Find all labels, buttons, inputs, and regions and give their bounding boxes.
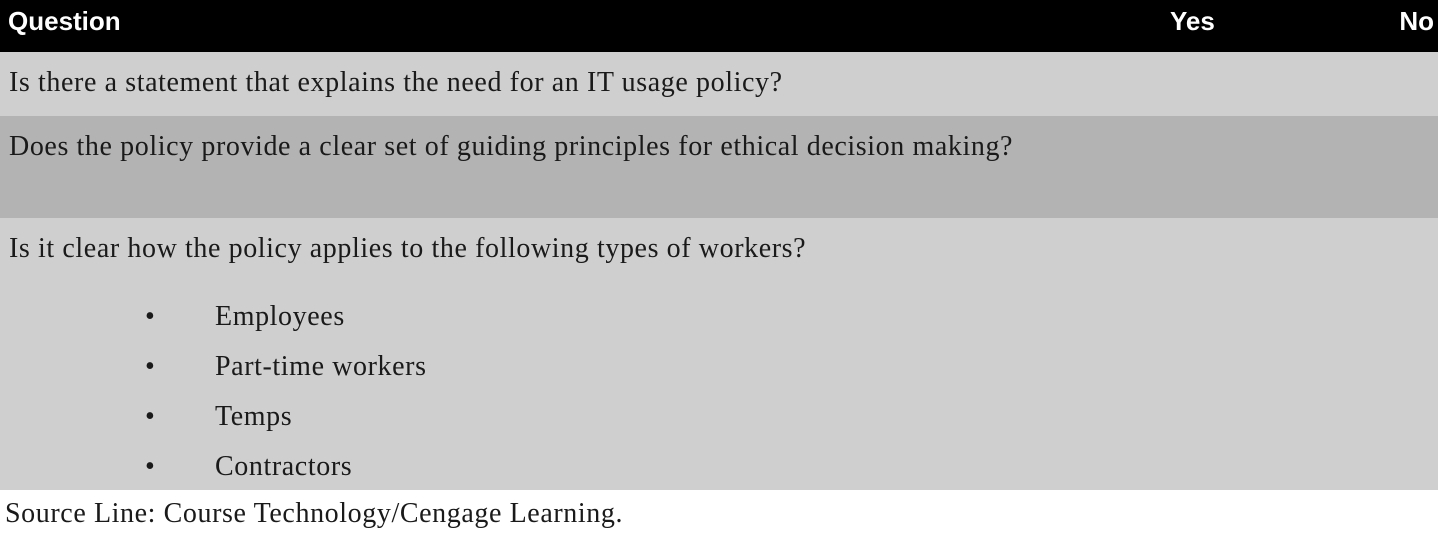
question-text: Is it clear how the policy applies to th… <box>9 233 807 264</box>
question-text: Is there a statement that explains the n… <box>9 67 783 98</box>
list-item-label: Part-time workers <box>215 351 427 382</box>
list-item-label: Employees <box>215 301 345 332</box>
list-item-label: Contractors <box>215 451 353 482</box>
table-row: Is it clear how the policy applies to th… <box>0 218 1438 490</box>
column-header-question: Question <box>8 6 121 36</box>
bullet-icon: • <box>145 401 156 432</box>
list-item-label: Temps <box>215 401 293 432</box>
source-line: Source Line: Course Technology/Cengage L… <box>5 498 624 529</box>
table-row: Is there a statement that explains the n… <box>0 52 1438 116</box>
table-row: Does the policy provide a clear set of g… <box>0 116 1438 218</box>
column-header-yes: Yes <box>1170 6 1215 36</box>
checklist-table: Question Yes No Is there a statement tha… <box>0 0 1438 490</box>
table-header: Question Yes No <box>0 0 1438 52</box>
bullet-icon: • <box>145 451 156 482</box>
question-text: Does the policy provide a clear set of g… <box>9 131 1014 162</box>
bullet-icon: • <box>145 351 156 382</box>
bullet-icon: • <box>145 301 156 332</box>
column-header-no: No <box>1399 6 1434 36</box>
